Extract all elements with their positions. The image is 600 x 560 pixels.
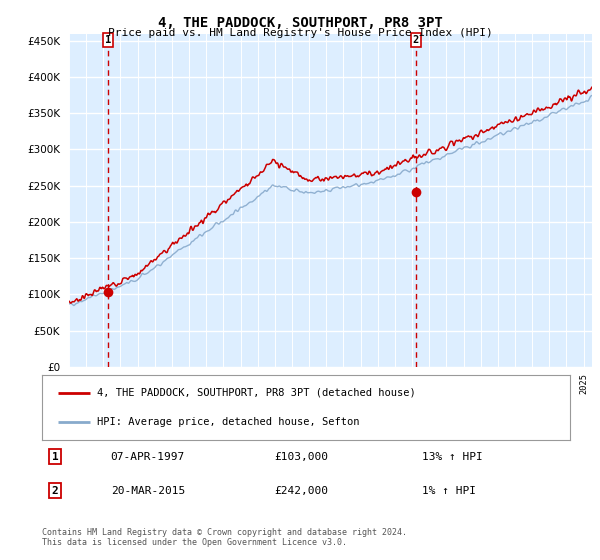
Text: 20-MAR-2015: 20-MAR-2015 <box>110 486 185 496</box>
Text: 1: 1 <box>105 35 111 45</box>
Text: 2: 2 <box>52 486 59 496</box>
Text: 4, THE PADDOCK, SOUTHPORT, PR8 3PT: 4, THE PADDOCK, SOUTHPORT, PR8 3PT <box>158 16 442 30</box>
Text: 4, THE PADDOCK, SOUTHPORT, PR8 3PT (detached house): 4, THE PADDOCK, SOUTHPORT, PR8 3PT (deta… <box>97 388 416 398</box>
Text: 13% ↑ HPI: 13% ↑ HPI <box>422 451 483 461</box>
Text: 1% ↑ HPI: 1% ↑ HPI <box>422 486 476 496</box>
Text: 07-APR-1997: 07-APR-1997 <box>110 451 185 461</box>
Text: £242,000: £242,000 <box>274 486 328 496</box>
Text: Contains HM Land Registry data © Crown copyright and database right 2024.
This d: Contains HM Land Registry data © Crown c… <box>42 528 407 547</box>
Text: 2: 2 <box>413 35 419 45</box>
Text: 1: 1 <box>52 451 59 461</box>
Text: £103,000: £103,000 <box>274 451 328 461</box>
Text: Price paid vs. HM Land Registry's House Price Index (HPI): Price paid vs. HM Land Registry's House … <box>107 28 493 38</box>
Text: HPI: Average price, detached house, Sefton: HPI: Average price, detached house, Seft… <box>97 417 360 427</box>
